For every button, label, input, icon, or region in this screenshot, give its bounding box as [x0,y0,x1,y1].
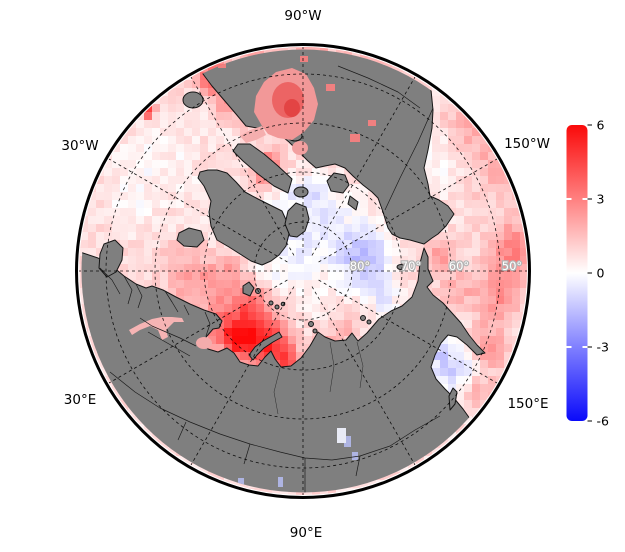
longitude-label: 150°W [504,136,550,152]
lake-blue-2 [278,477,283,487]
island-banks [347,195,359,211]
island-newfoundland [182,91,204,109]
colorbar-tick-label: 3 [597,192,605,207]
latitude-label: 80° [350,259,370,273]
island-victoria [326,172,350,194]
landmass-greenland [197,169,290,266]
lake-red-2 [350,134,360,142]
baltic-sea [129,317,184,340]
lake-blue-3 [344,436,351,447]
colorbar-tick-labels: 6 3 0 -3 -6 [597,118,610,429]
colorbar-ticks [566,124,592,422]
longitude-label: 90°E [290,525,322,541]
landmass-north-america [193,49,455,245]
lake-red-1 [326,84,335,91]
lake-red-3 [368,120,376,126]
island-novaya-zemlya [248,331,283,361]
island-svalbard [242,281,255,297]
longitude-label: 90°W [284,8,321,24]
country-borders [99,65,441,493]
map-outline [75,43,531,499]
island-severnaya-2 [312,328,318,334]
lake-pale-1 [337,428,346,443]
longitude-labels: 90°W 30°W 150°W 30°E 150°E 90°E [61,8,550,541]
island-iceland [176,227,205,248]
longitude-label: 30°E [64,392,96,408]
latitude-label: 60° [449,259,469,273]
island-devon [293,186,309,198]
longitude-label: 150°E [507,396,548,412]
island-wrangel [396,264,406,270]
lake-blue-4 [352,452,358,460]
island-franz-josef-1 [268,300,274,306]
hudson-bay-core [284,99,300,117]
island-franz-josef-3 [280,301,286,307]
lake-blue-1 [238,478,244,487]
inland-water-overlays [129,56,376,487]
island-new-siberian-2 [366,319,372,325]
latitude-labels: 80° 70° 60° 50° [349,258,524,274]
island-severnaya-1 [308,321,314,327]
colorbar-tick-label: 0 [597,266,605,281]
white-sea [196,337,212,349]
lake-red-5 [218,62,226,68]
foxe-basin [292,141,308,155]
longitude-label: 30°W [61,138,98,154]
island-britain [98,239,124,278]
island-baffin [232,143,293,194]
colorbar: 6 3 0 -3 -6 [566,118,610,429]
colorbar-tick-label: -6 [597,414,610,429]
hudson-strait [240,126,266,143]
colorbar-tick-label: 6 [597,118,605,133]
latitude-label: 50° [502,259,522,273]
graticule [79,47,527,495]
island-franz-josef-2 [274,304,280,310]
lake-red-4 [300,56,308,62]
island-new-siberian-1 [360,315,366,321]
latitude-label: 70° [401,259,421,273]
colorbar-gradient [566,125,588,421]
colorbar-tick-label: -3 [597,340,609,355]
